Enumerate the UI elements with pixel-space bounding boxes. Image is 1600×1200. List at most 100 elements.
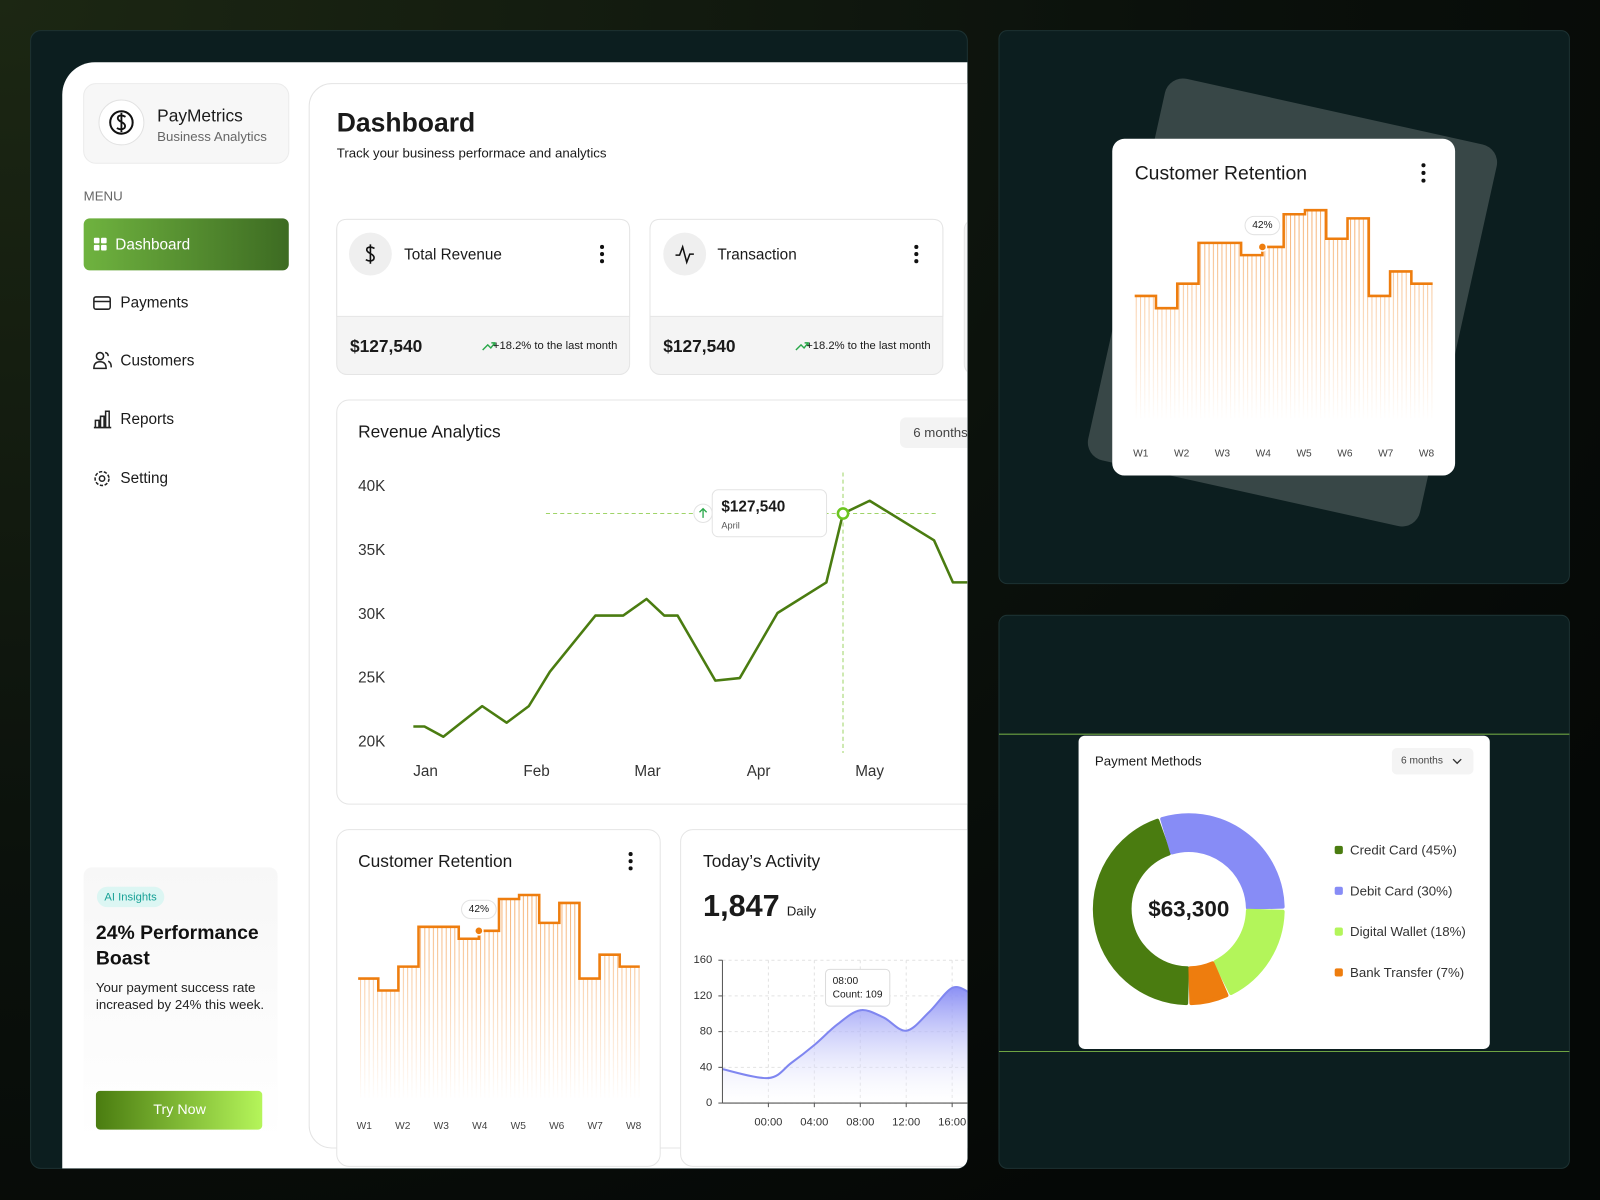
retention-bar <box>1155 308 1178 419</box>
stat-value: $127,540 <box>663 336 735 356</box>
card-menu[interactable] <box>628 852 633 871</box>
retention-bar <box>1198 242 1220 419</box>
x-tick-label: 16:00 <box>938 1116 966 1128</box>
x-tick-label: Feb <box>523 763 549 780</box>
value-label-pill <box>1244 215 1281 236</box>
menu-item[interactable]: Setting <box>120 470 168 487</box>
period-select[interactable] <box>900 417 992 448</box>
tooltip-value: $127,540 <box>721 499 785 516</box>
x-tick-label: Apr <box>747 763 771 780</box>
activity-period: Daily <box>787 904 817 919</box>
menu-item-active[interactable] <box>83 218 289 271</box>
x-tick-label: W4 <box>1256 449 1272 460</box>
retention-bar <box>498 898 520 1098</box>
menu-item[interactable]: Reports <box>120 411 174 428</box>
retention-bar <box>1219 242 1242 419</box>
card-menu[interactable] <box>600 244 605 264</box>
period-select[interactable] <box>1391 747 1474 775</box>
dashboard-icon <box>93 237 107 251</box>
retention-bar <box>1411 283 1433 419</box>
insight-badge <box>96 886 165 908</box>
x-tick-label: Mar <box>634 763 660 780</box>
retention-chart-large: 42% W1 W2 W3 W4 W5 W6 W7 W8 <box>1133 208 1435 460</box>
x-tick-label: W5 <box>1296 449 1312 460</box>
legend-swatch <box>1334 968 1343 977</box>
chart-title: Customer Retention <box>1135 162 1307 184</box>
retention-bar <box>1177 283 1199 419</box>
menu-label: MENU <box>84 188 123 203</box>
insight-text: Your payment success rate increased by 2… <box>95 979 265 1013</box>
try-now-button[interactable] <box>95 1090 263 1130</box>
x-tick-label: W4 <box>472 1121 488 1132</box>
menu-item[interactable]: Payments <box>120 295 188 312</box>
period-label[interactable]: 6 months <box>913 425 968 440</box>
y-tick-label: 35K <box>358 542 386 559</box>
stat-title: Total Revenue <box>404 247 502 264</box>
retention-line <box>358 893 640 992</box>
stripe-group <box>1134 210 1433 419</box>
chart-title: Payment Methods <box>1095 754 1202 769</box>
x-tick-label: W5 <box>511 1121 527 1132</box>
donut-slice <box>1188 961 1229 1006</box>
x-tick-label: W1 <box>357 1121 373 1132</box>
value-point <box>1257 242 1268 252</box>
menu-item[interactable]: Customers <box>120 353 194 370</box>
x-tick-label: 04:00 <box>800 1116 828 1128</box>
legend-label: Digital Wallet (18%) <box>1350 924 1466 939</box>
y-tick-label: 120 <box>694 990 713 1002</box>
stat-card-top <box>336 218 631 317</box>
insight-title-box: 24% Performance Boast <box>96 922 259 969</box>
menu-item[interactable]: Dashboard <box>115 236 190 253</box>
revenue-line <box>413 499 968 739</box>
legend-label: Credit Card (45%) <box>1350 843 1457 858</box>
donut-chart: Credit Card (45%) Debit Card (30%) Digital… <box>1092 813 1466 1006</box>
brand-tagline: Business Analytics <box>157 129 267 144</box>
legend-swatch <box>1334 845 1343 855</box>
dashboard-window: PayMetrics Business Analytics MENU Dashb… <box>62 62 992 1169</box>
stat-change: +18.2% to the last month <box>806 340 930 352</box>
chart-title: Today’s Activity <box>703 851 821 871</box>
try-now-label[interactable]: Try Now <box>153 1102 206 1118</box>
y-tick-label: 160 <box>694 954 713 966</box>
retention-bar <box>619 966 640 1098</box>
chart-title: Revenue Analytics <box>358 422 501 442</box>
chart-title: Customer Retention <box>358 851 512 871</box>
legend-label: Debit Card (30%) <box>1350 883 1452 898</box>
value-label: 42% <box>469 904 489 915</box>
donut-slice <box>1092 818 1190 1006</box>
card-menu[interactable] <box>1421 163 1426 183</box>
tooltip-label: April <box>721 521 739 531</box>
stat-value: $127,540 <box>350 336 422 356</box>
retention-bar <box>1390 271 1412 419</box>
tooltip-arrow <box>699 507 708 518</box>
y-tick-label: 25K <box>358 670 386 687</box>
x-tick-label: W8 <box>1419 449 1435 460</box>
x-tick-label: W7 <box>1378 449 1394 460</box>
insight-badge-text: AI Insights <box>104 891 157 903</box>
retention-bar <box>519 895 540 1098</box>
card-menu[interactable] <box>914 244 919 264</box>
activity-line <box>722 986 968 1080</box>
y-tick-label: 20K <box>358 733 386 750</box>
x-tick-label: 12:00 <box>892 1116 920 1128</box>
x-tick-label: 08:00 <box>846 1116 874 1128</box>
retention-bar <box>378 990 399 1098</box>
x-tick-label: W2 <box>1174 449 1190 460</box>
retention-line <box>1134 208 1433 310</box>
retention-bar <box>539 922 560 1098</box>
legend-swatch <box>1334 886 1343 895</box>
legend-label: Bank Transfer (7%) <box>1350 965 1464 980</box>
insight-text-box: Your payment success rate increased by 2… <box>95 979 265 1013</box>
retention-bar <box>418 926 439 1098</box>
value-point <box>474 925 484 936</box>
retention-bar <box>1262 246 1284 419</box>
x-tick-label: May <box>855 763 884 780</box>
page-title: Dashboard <box>337 107 476 137</box>
x-tick-label: W3 <box>434 1121 450 1132</box>
y-tick-label: 30K <box>358 606 386 623</box>
y-tick-label: 40K <box>358 478 386 495</box>
period-label[interactable]: 6 months <box>1401 756 1443 767</box>
trend-icon <box>795 342 809 351</box>
